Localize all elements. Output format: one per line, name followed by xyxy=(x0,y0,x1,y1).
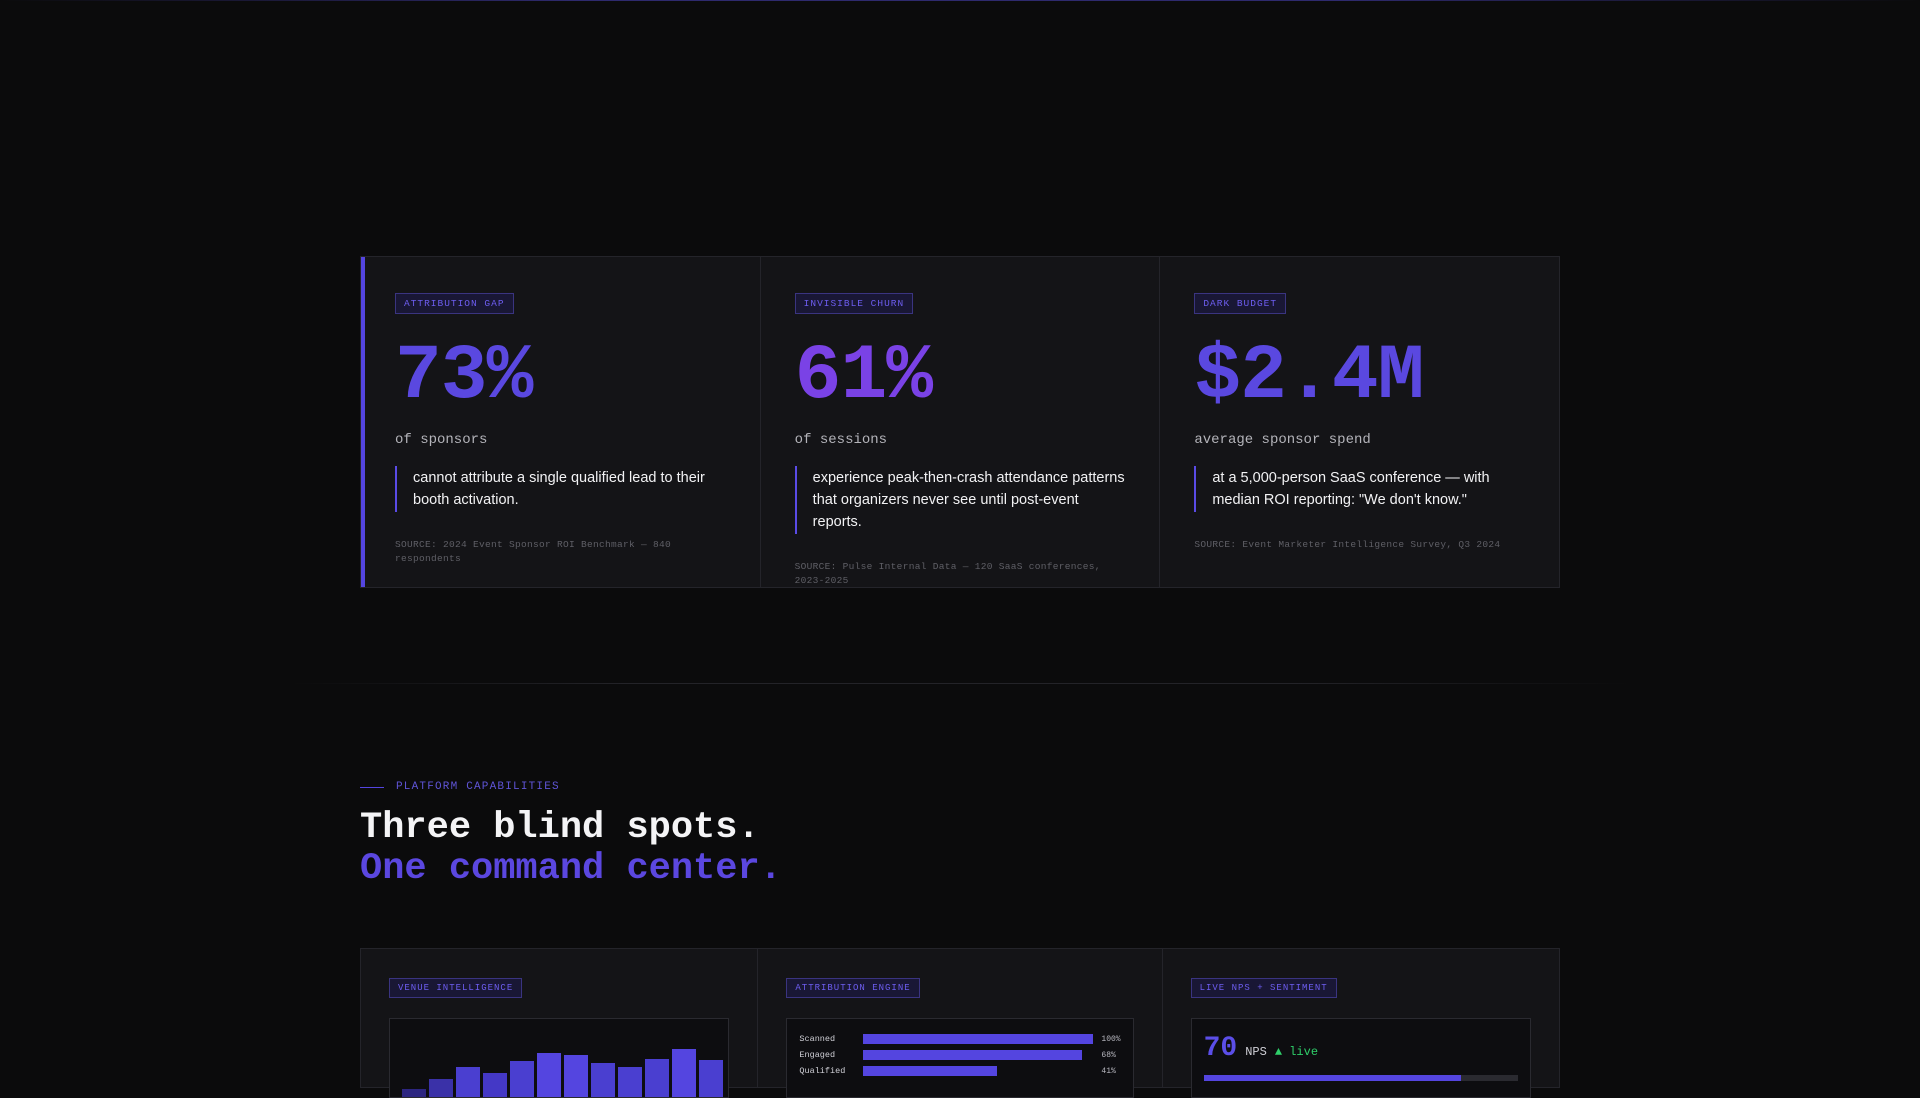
venue-bars xyxy=(402,1049,723,1097)
capability-card-venue: VENUE INTELLIGENCE xyxy=(361,949,759,1098)
venue-bar xyxy=(699,1060,723,1097)
venue-bar xyxy=(429,1079,453,1097)
nps-progress-fill xyxy=(1203,1075,1462,1081)
stat-card-dark-budget: DARK BUDGET $2.4M average sponsor spend … xyxy=(1160,257,1559,587)
capability-tag: LIVE NPS + SENTIMENT xyxy=(1190,978,1337,998)
stat-subtitle: average sponsor spend xyxy=(1194,432,1371,448)
section-eyebrow: PLATFORM CAPABILITIES xyxy=(360,781,560,793)
venue-bar xyxy=(564,1055,588,1097)
venue-bar xyxy=(483,1073,507,1097)
top-accent-line xyxy=(0,0,1920,1)
section-title-line2: One command center. xyxy=(360,848,782,890)
stat-source: SOURCE: Pulse Internal Data — 120 SaaS c… xyxy=(794,561,1101,586)
funnel-label: Qualified xyxy=(799,1066,846,1076)
nps-panel: 70 NPS ▲ live xyxy=(1190,1018,1532,1098)
funnel-row: Qualified 41% xyxy=(799,1063,1120,1079)
funnel-bar xyxy=(863,1066,997,1076)
capability-tag: ATTRIBUTION ENGINE xyxy=(786,978,920,998)
stats-cards: ATTRIBUTION GAP 73% of sponsors cannot a… xyxy=(360,256,1560,588)
venue-bar-chart xyxy=(389,1018,730,1098)
stat-quote: at a 5,000-person SaaS conference — with… xyxy=(1194,466,1527,512)
section-title-line1: Three blind spots. xyxy=(360,807,760,849)
nps-live-indicator: ▲ live xyxy=(1274,1045,1319,1059)
stat-quote: cannot attribute a single qualified lead… xyxy=(395,466,728,512)
venue-bar xyxy=(537,1053,561,1097)
stat-card-attribution-gap: ATTRIBUTION GAP 73% of sponsors cannot a… xyxy=(361,257,761,587)
funnel-row: Scanned 100% xyxy=(799,1031,1121,1047)
funnel-value: 68% xyxy=(1101,1050,1116,1060)
venue-bar xyxy=(645,1059,669,1097)
funnel-value: 100% xyxy=(1101,1034,1121,1044)
funnel-row: Engaged 68% xyxy=(799,1047,1120,1063)
nps-score: 70 xyxy=(1203,1033,1238,1064)
nps-progress-bar xyxy=(1203,1075,1519,1081)
venue-bar xyxy=(618,1067,642,1097)
stat-quote: experience peak-then-crash attendance pa… xyxy=(794,466,1128,534)
eyebrow-line xyxy=(360,786,384,788)
nps-label: NPS xyxy=(1245,1045,1267,1059)
section-divider xyxy=(290,683,1630,684)
stat-value: 61% xyxy=(794,333,933,421)
capability-card-nps: LIVE NPS + SENTIMENT 70 NPS ▲ live xyxy=(1163,949,1559,1098)
attribution-funnel: Scanned 100% Engaged 68% Qualified 41% xyxy=(786,1018,1134,1098)
funnel-bar xyxy=(863,1050,1082,1060)
stat-subtitle: of sponsors xyxy=(395,432,488,448)
funnel-bar xyxy=(863,1034,1094,1044)
funnel-label: Engaged xyxy=(799,1050,836,1060)
venue-bar xyxy=(510,1061,534,1097)
stat-value: $2.4M xyxy=(1194,333,1424,421)
stat-tag: DARK BUDGET xyxy=(1194,293,1287,314)
venue-bar xyxy=(672,1049,696,1097)
stat-value: 73% xyxy=(395,333,533,421)
capability-tag: VENUE INTELLIGENCE xyxy=(389,978,523,998)
section-title: Three blind spots. One command center. xyxy=(360,808,782,890)
stat-subtitle: of sessions xyxy=(794,432,888,448)
venue-bar xyxy=(402,1089,426,1097)
capability-card-attribution: ATTRIBUTION ENGINE Scanned 100% Engaged … xyxy=(758,949,1163,1098)
capability-cards: VENUE INTELLIGENCE ATTRIBUTION ENGINE Sc… xyxy=(360,948,1560,1098)
venue-bar xyxy=(591,1063,615,1097)
stat-card-invisible-churn: INVISIBLE CHURN 61% of sessions experien… xyxy=(761,257,1161,587)
stat-source: SOURCE: 2024 Event Sponsor ROI Benchmark… xyxy=(395,539,672,564)
stat-tag: ATTRIBUTION GAP xyxy=(395,293,514,314)
funnel-label: Scanned xyxy=(799,1034,836,1044)
eyebrow-text: PLATFORM CAPABILITIES xyxy=(396,781,560,793)
stat-tag: INVISIBLE CHURN xyxy=(794,293,914,314)
venue-bar xyxy=(456,1067,480,1097)
funnel-value: 41% xyxy=(1101,1066,1116,1076)
stat-source: SOURCE: Event Marketer Intelligence Surv… xyxy=(1194,539,1501,550)
